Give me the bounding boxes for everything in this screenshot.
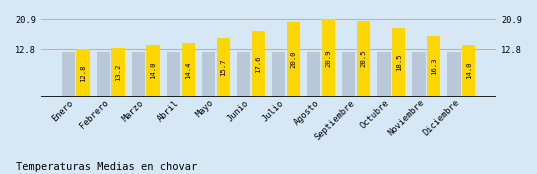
Text: 15.7: 15.7 bbox=[220, 59, 226, 76]
Bar bbox=[392, 28, 405, 97]
Bar bbox=[167, 52, 180, 97]
Text: 20.9: 20.9 bbox=[325, 49, 331, 67]
Text: 17.6: 17.6 bbox=[255, 55, 262, 73]
Bar bbox=[307, 52, 321, 97]
Bar bbox=[62, 52, 75, 97]
Bar bbox=[272, 52, 285, 97]
Bar bbox=[132, 52, 145, 97]
Bar bbox=[202, 52, 215, 97]
Bar bbox=[287, 22, 300, 97]
Text: 12.8: 12.8 bbox=[80, 64, 86, 82]
Text: 14.4: 14.4 bbox=[185, 61, 191, 79]
Bar bbox=[427, 36, 440, 97]
Bar bbox=[76, 49, 90, 97]
Bar bbox=[97, 52, 110, 97]
Bar bbox=[342, 52, 355, 97]
Bar bbox=[237, 52, 250, 97]
Bar bbox=[252, 31, 265, 97]
Text: 20.5: 20.5 bbox=[360, 50, 367, 67]
Text: 13.2: 13.2 bbox=[115, 64, 121, 81]
Bar bbox=[462, 45, 475, 97]
Bar bbox=[322, 19, 335, 97]
Bar bbox=[412, 52, 426, 97]
Bar bbox=[377, 52, 390, 97]
Bar bbox=[216, 38, 230, 97]
Text: 14.0: 14.0 bbox=[466, 62, 472, 80]
Text: 16.3: 16.3 bbox=[431, 58, 437, 75]
Bar bbox=[182, 43, 195, 97]
Bar bbox=[357, 21, 370, 97]
Text: 14.0: 14.0 bbox=[150, 62, 156, 80]
Bar bbox=[111, 48, 125, 97]
Text: Temperaturas Medias en chovar: Temperaturas Medias en chovar bbox=[16, 162, 198, 172]
Bar bbox=[147, 45, 160, 97]
Text: 18.5: 18.5 bbox=[396, 54, 402, 71]
Bar bbox=[447, 52, 461, 97]
Text: 20.0: 20.0 bbox=[291, 51, 296, 68]
